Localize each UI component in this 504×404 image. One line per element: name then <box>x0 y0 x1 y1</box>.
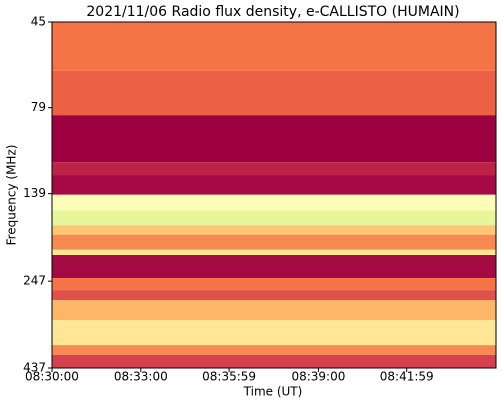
spectrum-band <box>52 70 496 116</box>
spectrum-band <box>52 278 496 291</box>
spectrum-band <box>52 210 496 226</box>
spectrum-band <box>52 175 496 195</box>
x-axis-label: Time (UT) <box>243 385 303 399</box>
y-tick-label: 247 <box>23 274 46 288</box>
y-tick-label: 79 <box>31 100 46 114</box>
spectrum-band <box>52 290 496 301</box>
spectrum-band <box>52 234 496 250</box>
y-tick-label: 45 <box>31 15 46 29</box>
spectrum-band <box>52 300 496 321</box>
spectrum-band <box>52 194 496 211</box>
spectrum-band <box>52 115 496 163</box>
x-tick-label: 08:33:00 <box>114 370 168 384</box>
x-tick-label: 08:30:00 <box>25 370 79 384</box>
spectrum-band <box>52 345 496 355</box>
spectrum-band <box>52 225 496 235</box>
spectrum-band <box>52 320 496 346</box>
y-tick-label: 139 <box>23 186 46 200</box>
y-axis-label: Frequency (MHz) <box>5 145 19 246</box>
spectrum-band <box>52 249 496 256</box>
spectrum-band <box>52 162 496 176</box>
spectrum-band <box>52 354 496 368</box>
chart-title: 2021/11/06 Radio flux density, e-CALLIST… <box>86 4 459 20</box>
spectrum-band <box>52 255 496 279</box>
x-tick-label: 08:39:00 <box>291 370 345 384</box>
spectrum-band <box>52 22 496 71</box>
x-tick-label: 08:41:59 <box>380 370 434 384</box>
x-tick-label: 08:35:59 <box>202 370 256 384</box>
y-tick-label: 437 <box>23 361 46 375</box>
plot-frame <box>51 21 497 369</box>
